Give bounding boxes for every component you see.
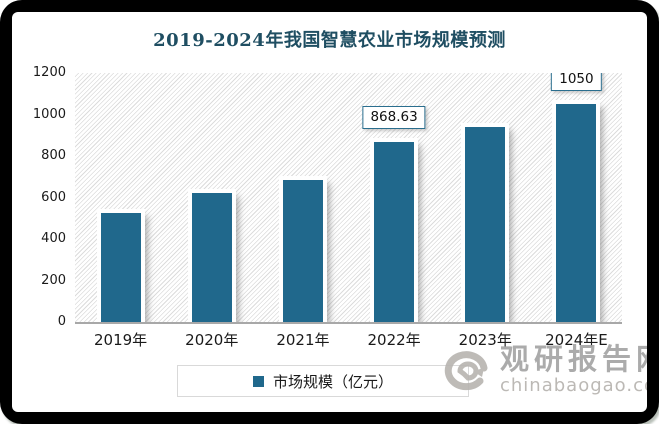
y-tick-label: 600 — [41, 189, 66, 205]
bar-slot: 868.63 — [349, 73, 440, 322]
chart-canvas: 2019-2024年我国智慧农业市场规模预测 1200 1000 800 600 400… — [12, 12, 647, 412]
plot-area: 868.63 1050 — [75, 73, 622, 324]
watermark: 观研报告网 chinabaogao.com — [440, 344, 647, 396]
bar-slot: 1050 — [531, 73, 622, 322]
y-tick-label: 800 — [41, 148, 66, 163]
x-tick-label: 2022年 — [367, 331, 421, 349]
y-tick-label: 1200 — [32, 65, 66, 80]
x-tick-label: 2023年 — [458, 331, 512, 349]
legend: 市场规模（亿元） — [177, 365, 469, 397]
y-tick-label: 200 — [41, 272, 66, 288]
watermark-text: 观研报告网 chinabaogao.com — [500, 345, 647, 395]
bar-2024年E — [556, 104, 597, 322]
x-tick-label: 2019年 — [93, 331, 148, 349]
bar-2023年 — [465, 127, 506, 322]
bar-2021年 — [282, 180, 323, 322]
bar-slot — [257, 73, 348, 322]
bar-2020年 — [191, 193, 232, 322]
x-tick-label: 2021年 — [276, 331, 330, 349]
watermark-brand: 观研报告网 — [500, 342, 647, 376]
bar-2022年 — [374, 142, 415, 322]
data-label-2022年: 868.63 — [362, 106, 426, 129]
y-tick-label: 1000 — [32, 106, 66, 122]
legend-label: 市场规模（亿元） — [272, 372, 393, 391]
y-tick-label: 0 — [57, 314, 66, 329]
watermark-domain: chinabaogao.com — [500, 375, 647, 396]
x-axis: 2019年 2020年 2021年 2022年 2023年 2024年E — [75, 329, 622, 350]
x-tick-label: 2024年E — [545, 331, 608, 349]
swirl-logo-icon — [444, 351, 488, 391]
x-tick-label: 2020年 — [185, 331, 239, 349]
bar-2019年 — [100, 213, 141, 322]
legend-swatch-icon — [252, 375, 264, 387]
data-label-2024年E: 1050 — [551, 73, 602, 91]
bar-slot — [166, 73, 257, 322]
bar-slot — [75, 73, 166, 322]
chart-title: 2019-2024年我国智慧农业市场规模预测 — [153, 30, 506, 51]
bar-slot — [440, 73, 531, 322]
y-tick-label: 400 — [41, 231, 66, 246]
